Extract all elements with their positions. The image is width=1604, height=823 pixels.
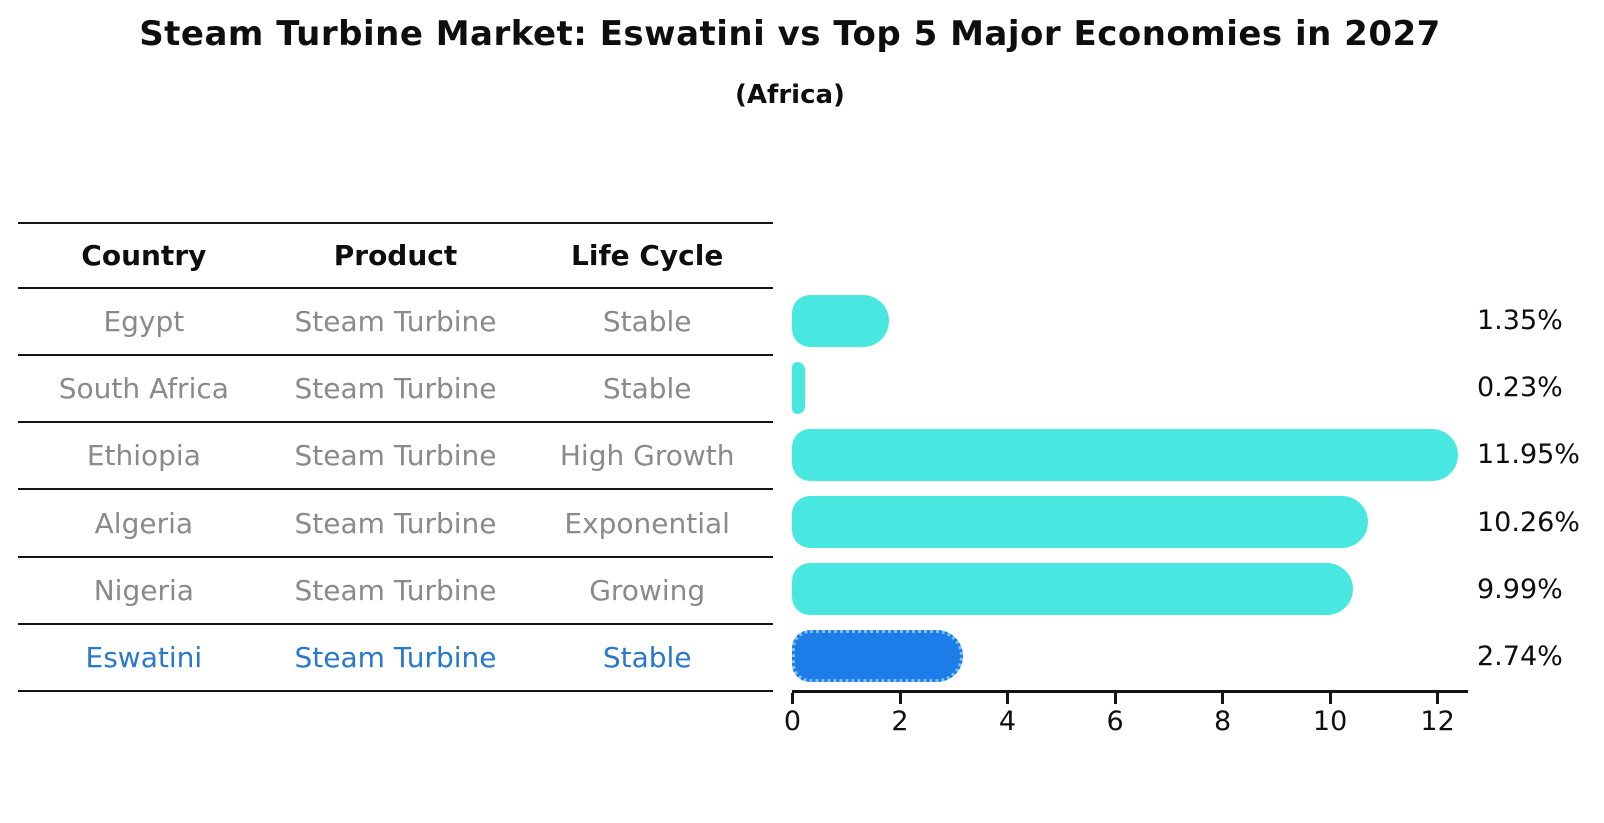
value-label-column: 1.35% 0.23% 11.95% 10.26% 9.99% 2.74% xyxy=(1477,287,1602,690)
bar-row xyxy=(792,556,1464,623)
bar-row xyxy=(792,287,1464,354)
value-label: 9.99% xyxy=(1477,573,1563,605)
table-row: Eswatini Steam Turbine Stable xyxy=(18,625,773,692)
table-header-cell: Product xyxy=(333,239,458,272)
table-cell: Steam Turbine xyxy=(294,573,497,607)
bar-row xyxy=(792,421,1464,488)
table-cell: Nigeria xyxy=(93,573,194,607)
x-tick xyxy=(898,693,902,704)
bar-row xyxy=(792,623,1464,690)
bar xyxy=(792,563,1354,616)
chart-subtitle: (Africa) xyxy=(735,80,845,110)
x-tick xyxy=(1436,693,1440,704)
x-tick-label: 2 xyxy=(891,706,909,737)
table-cell: South Africa xyxy=(58,372,229,406)
table-cell: Steam Turbine xyxy=(294,640,497,674)
table-cell: Eswatini xyxy=(85,640,203,674)
table-cell: Stable xyxy=(602,372,692,406)
x-tick xyxy=(791,693,794,704)
table-row: South Africa Steam Turbine Stable xyxy=(18,356,773,424)
table-header-row: Country Product Life Cycle xyxy=(18,224,773,289)
bar xyxy=(792,361,806,414)
bar-highlighted xyxy=(792,630,964,683)
bar-row xyxy=(792,354,1464,421)
table-row: Nigeria Steam Turbine Growing xyxy=(18,558,773,625)
table-cell: Ethiopia xyxy=(86,439,201,473)
x-tick-label: 0 xyxy=(783,706,802,737)
value-label: 0.23% xyxy=(1477,372,1563,404)
bar-row xyxy=(792,488,1464,555)
x-tick xyxy=(1006,693,1009,704)
x-tick-label: 6 xyxy=(1106,706,1124,737)
table-cell: Egypt xyxy=(103,305,185,339)
table-body: Egypt Steam Turbine Stable South Africa Stea… xyxy=(18,289,773,692)
x-tick xyxy=(1113,693,1117,704)
x-tick xyxy=(1221,693,1225,704)
table-header-cell: Life Cycle xyxy=(571,239,724,272)
table-cell: Exponential xyxy=(564,506,730,540)
table-cell: Stable xyxy=(602,640,692,674)
value-label: 10.26% xyxy=(1477,506,1580,538)
table-cell: High Growth xyxy=(559,439,735,473)
table-header-cell: Country xyxy=(81,239,207,272)
table-cell: Algeria xyxy=(94,506,194,540)
x-tick xyxy=(1328,693,1332,704)
value-label: 11.95% xyxy=(1477,439,1580,471)
table-row: Ethiopia Steam Turbine High Growth xyxy=(18,423,773,491)
country-table: Country Product Life Cycle Egypt Steam Turb… xyxy=(18,222,773,692)
table-cell: Steam Turbine xyxy=(294,506,497,540)
table-cell: Stable xyxy=(602,305,692,339)
x-axis-line xyxy=(792,690,1468,693)
value-label: 2.74% xyxy=(1477,640,1563,672)
x-tick-label: 12 xyxy=(1420,706,1455,737)
x-tick-label: 4 xyxy=(998,706,1017,737)
x-tick-label: 10 xyxy=(1312,706,1348,737)
table-cell: Steam Turbine xyxy=(294,372,497,406)
bar xyxy=(792,428,1459,481)
value-label: 1.35% xyxy=(1477,305,1563,337)
table-cell: Steam Turbine xyxy=(294,305,497,339)
table-cell: Growing xyxy=(589,573,706,607)
table-row: Egypt Steam Turbine Stable xyxy=(18,289,773,357)
table-row: Algeria Steam Turbine Exponential xyxy=(18,490,773,558)
bar xyxy=(792,294,889,347)
table-cell: Steam Turbine xyxy=(294,439,497,473)
bar xyxy=(792,496,1368,549)
x-tick-label: 8 xyxy=(1214,706,1232,737)
bar-plot-area xyxy=(792,287,1464,690)
chart-title: Steam Turbine Market: Eswatini vs Top 5 … xyxy=(139,14,1441,54)
